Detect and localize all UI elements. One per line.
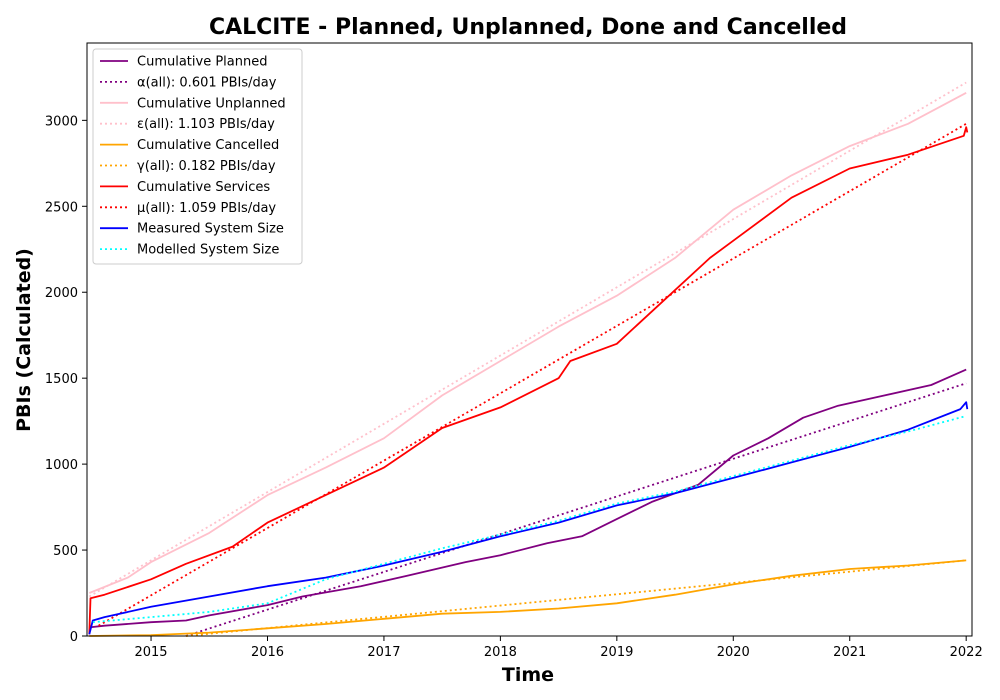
series-line-5 — [186, 560, 966, 636]
x-tick-label: 2022 — [950, 645, 983, 660]
legend-label: Cumulative Cancelled — [137, 138, 279, 153]
y-tick-label: 0 — [70, 630, 78, 645]
x-axis-label: Time — [502, 664, 554, 686]
y-tick-label: 500 — [53, 544, 78, 559]
y-tick-label: 2500 — [45, 200, 78, 215]
legend-label: μ(all): 1.059 PBIs/day — [137, 201, 276, 216]
x-tick-label: 2021 — [833, 645, 866, 660]
legend-label: Modelled System Size — [137, 243, 279, 258]
series-line-8 — [89, 402, 967, 634]
x-tick-label: 2015 — [134, 645, 167, 660]
legend-label: α(all): 0.601 PBIs/day — [137, 75, 277, 90]
y-axis-label: PBIs (Calculated) — [13, 248, 35, 432]
y-tick-label: 2000 — [45, 286, 78, 301]
y-tick-label: 1000 — [45, 458, 78, 473]
chart-title: CALCITE - Planned, Unplanned, Done and C… — [209, 15, 847, 40]
legend-label: Cumulative Unplanned — [137, 96, 286, 111]
y-tick-label: 3000 — [45, 114, 78, 129]
x-tick-label: 2018 — [484, 645, 517, 660]
legend-label: Cumulative Services — [137, 180, 270, 195]
y-tick-label: 1500 — [45, 372, 78, 387]
series-line-9 — [93, 416, 966, 622]
x-tick-label: 2020 — [717, 645, 750, 660]
series-line-0 — [89, 370, 966, 628]
x-tick-label: 2016 — [251, 645, 284, 660]
x-tick-label: 2019 — [600, 645, 633, 660]
legend: Cumulative Planned α(all): 0.601 PBIs/day… — [93, 49, 302, 264]
legend-label: Measured System Size — [137, 222, 284, 237]
x-tick-label: 2017 — [367, 645, 400, 660]
legend-label: γ(all): 0.182 PBIs/day — [137, 159, 276, 174]
legend-label: Cumulative Planned — [137, 55, 267, 70]
legend-label: ε(all): 1.103 PBIs/day — [137, 117, 275, 132]
